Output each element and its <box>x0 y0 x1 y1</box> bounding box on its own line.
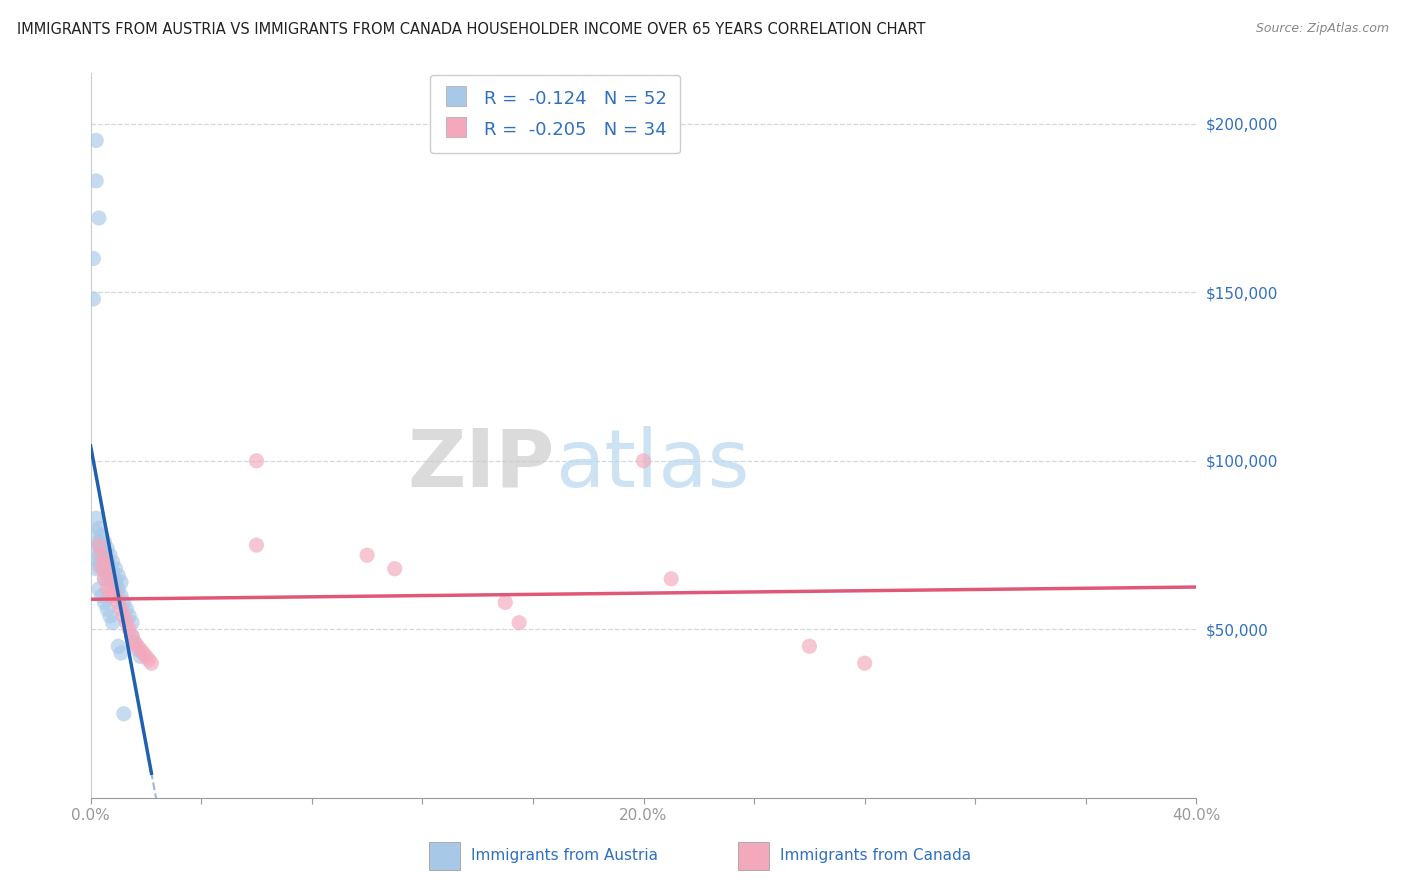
Point <box>633 454 655 468</box>
Point <box>87 558 110 573</box>
Point <box>115 615 138 630</box>
Text: Immigrants from Canada: Immigrants from Canada <box>780 848 972 863</box>
Point <box>121 615 143 630</box>
Point <box>93 562 115 576</box>
Point <box>101 615 124 630</box>
Point <box>82 292 104 306</box>
Point <box>90 541 112 556</box>
Point <box>138 653 160 667</box>
Point <box>90 562 112 576</box>
Point <box>121 629 143 643</box>
Point <box>93 534 115 549</box>
Point <box>96 541 118 556</box>
Point <box>101 555 124 569</box>
Text: Source: ZipAtlas.com: Source: ZipAtlas.com <box>1256 22 1389 36</box>
Point <box>98 609 121 624</box>
Point <box>104 575 127 590</box>
Point <box>98 589 121 603</box>
Point <box>104 589 127 603</box>
Point <box>132 646 155 660</box>
Point <box>129 649 152 664</box>
Point <box>96 602 118 616</box>
Point <box>90 555 112 569</box>
Point <box>96 568 118 582</box>
Point <box>84 524 107 539</box>
Point <box>107 595 129 609</box>
Point <box>93 572 115 586</box>
Point <box>84 562 107 576</box>
Point <box>107 568 129 582</box>
Point <box>84 538 107 552</box>
Point <box>104 562 127 576</box>
Point <box>115 602 138 616</box>
Point <box>96 555 118 569</box>
Point <box>121 629 143 643</box>
Text: ZIP: ZIP <box>408 425 555 503</box>
Point <box>110 575 132 590</box>
Point <box>110 646 132 660</box>
Point <box>84 511 107 525</box>
Point <box>124 636 146 650</box>
Point <box>494 595 516 609</box>
Point <box>127 642 149 657</box>
Point <box>112 609 135 624</box>
Point <box>96 562 118 576</box>
Point <box>93 595 115 609</box>
Point <box>124 636 146 650</box>
Point <box>98 572 121 586</box>
Point <box>98 575 121 590</box>
Point <box>508 615 530 630</box>
Point <box>93 555 115 569</box>
Point <box>90 528 112 542</box>
Point <box>112 595 135 609</box>
Point <box>93 572 115 586</box>
Point <box>87 211 110 225</box>
Point <box>87 538 110 552</box>
Point <box>659 572 682 586</box>
Text: Immigrants from Austria: Immigrants from Austria <box>471 848 658 863</box>
Point <box>107 582 129 596</box>
Point <box>84 174 107 188</box>
Point <box>118 609 141 624</box>
Point <box>799 640 821 654</box>
Point <box>384 562 406 576</box>
Point <box>82 252 104 266</box>
Point <box>98 548 121 562</box>
Point <box>90 589 112 603</box>
Point <box>107 640 129 654</box>
Point <box>356 548 378 562</box>
Legend: R =  -0.124   N = 52, R =  -0.205   N = 34: R = -0.124 N = 52, R = -0.205 N = 34 <box>430 75 681 153</box>
Point <box>96 582 118 596</box>
Point <box>87 534 110 549</box>
Point <box>90 548 112 562</box>
Point <box>135 649 157 664</box>
Point <box>245 538 267 552</box>
Point <box>101 568 124 582</box>
Point <box>87 521 110 535</box>
Point <box>84 551 107 566</box>
Point <box>93 548 115 562</box>
Point <box>853 656 876 670</box>
Point <box>84 133 107 147</box>
Text: IMMIGRANTS FROM AUSTRIA VS IMMIGRANTS FROM CANADA HOUSEHOLDER INCOME OVER 65 YEA: IMMIGRANTS FROM AUSTRIA VS IMMIGRANTS FR… <box>17 22 925 37</box>
Point <box>87 548 110 562</box>
Point <box>110 589 132 603</box>
Point <box>118 623 141 637</box>
Point <box>112 706 135 721</box>
Point <box>101 582 124 596</box>
Point <box>127 640 149 654</box>
Point <box>110 602 132 616</box>
Text: atlas: atlas <box>555 425 749 503</box>
Point <box>129 642 152 657</box>
Point <box>245 454 267 468</box>
Point <box>87 582 110 596</box>
Point <box>141 656 163 670</box>
Point <box>98 562 121 576</box>
